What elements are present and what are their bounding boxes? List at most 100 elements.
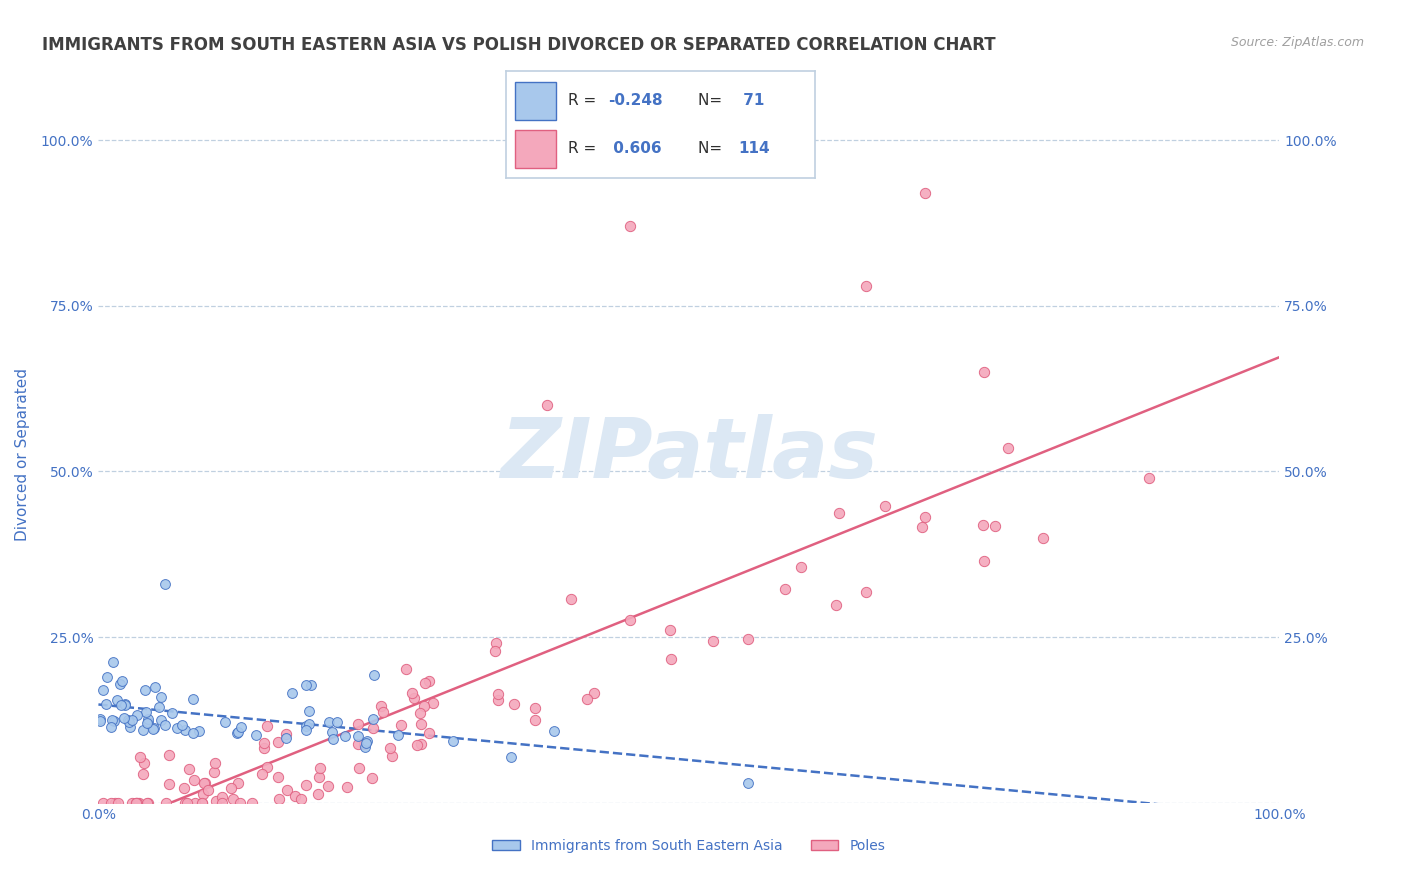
Point <box>135 705 157 719</box>
Point <box>211 790 233 805</box>
Point <box>855 585 877 599</box>
Point <box>503 697 526 711</box>
Text: R =: R = <box>568 93 602 108</box>
Point <box>136 796 159 810</box>
Point <box>322 731 344 746</box>
Point <box>914 510 936 524</box>
Point <box>134 683 156 698</box>
Point <box>441 734 464 748</box>
Point <box>267 792 290 806</box>
Point <box>560 591 582 606</box>
Point <box>298 704 321 718</box>
Point <box>371 705 394 719</box>
Point <box>274 731 297 745</box>
Point <box>226 724 249 739</box>
Point <box>121 796 143 810</box>
Point <box>536 398 558 412</box>
Point <box>125 796 148 810</box>
Point <box>389 717 412 731</box>
Point <box>150 690 173 704</box>
Point <box>418 674 440 689</box>
Point <box>773 582 796 596</box>
Text: Source: ZipAtlas.com: Source: ZipAtlas.com <box>1230 36 1364 49</box>
Text: ZIPatlas: ZIPatlas <box>501 415 877 495</box>
Point <box>136 713 159 727</box>
Y-axis label: Divorced or Separated: Divorced or Separated <box>15 368 30 541</box>
Point <box>89 714 111 728</box>
Point <box>256 759 278 773</box>
Point <box>543 723 565 738</box>
Point <box>135 796 157 810</box>
Point <box>173 723 195 738</box>
Point <box>524 701 547 715</box>
Point <box>575 692 598 706</box>
Point <box>381 749 404 764</box>
Point <box>142 722 165 736</box>
Point <box>361 771 384 785</box>
Point <box>229 796 252 810</box>
Point <box>523 714 546 728</box>
Point <box>221 781 243 796</box>
Point <box>89 712 111 726</box>
Point <box>183 772 205 787</box>
Point <box>873 499 896 513</box>
Point <box>173 780 195 795</box>
Point <box>214 715 236 730</box>
Point <box>118 720 141 734</box>
Point <box>117 713 139 727</box>
Point <box>290 792 312 806</box>
Point <box>100 714 122 728</box>
Point <box>197 782 219 797</box>
Point <box>143 721 166 735</box>
Point <box>413 698 436 713</box>
Point <box>356 736 378 750</box>
Point <box>298 717 321 731</box>
Point <box>253 741 276 756</box>
Point <box>973 365 995 379</box>
Point <box>415 676 437 690</box>
Point <box>138 714 160 729</box>
Point <box>409 717 432 731</box>
Legend: Immigrants from South Eastern Asia, Poles: Immigrants from South Eastern Asia, Pole… <box>486 833 891 858</box>
Point <box>229 720 252 734</box>
Point <box>110 698 132 713</box>
Point <box>96 698 118 712</box>
Point <box>176 796 198 810</box>
Point <box>157 747 180 762</box>
Point <box>267 735 290 749</box>
Text: 71: 71 <box>738 93 765 108</box>
Point <box>202 764 225 779</box>
Point <box>997 442 1019 456</box>
Point <box>370 699 392 714</box>
Point <box>245 728 267 742</box>
Point <box>112 711 135 725</box>
Point <box>125 796 148 810</box>
Text: R =: R = <box>568 141 602 156</box>
Point <box>1137 471 1160 485</box>
Point <box>824 598 846 612</box>
Point <box>583 686 606 700</box>
Point <box>93 683 115 698</box>
Point <box>132 723 155 737</box>
Point <box>295 677 318 691</box>
Point <box>136 715 159 730</box>
FancyBboxPatch shape <box>516 130 555 168</box>
Text: 0.606: 0.606 <box>609 141 662 156</box>
Point <box>256 719 278 733</box>
Point <box>117 714 139 729</box>
Point <box>267 770 290 784</box>
Point <box>91 796 114 810</box>
Point <box>100 796 122 810</box>
Point <box>326 715 349 730</box>
Point <box>101 655 124 669</box>
Point <box>191 788 214 802</box>
Point <box>111 674 134 689</box>
Point <box>335 729 357 743</box>
Point <box>295 723 318 737</box>
Point <box>148 700 170 714</box>
Point <box>737 776 759 790</box>
Point <box>347 730 370 744</box>
Point <box>911 519 934 533</box>
Point <box>114 698 136 712</box>
Point <box>418 726 440 740</box>
